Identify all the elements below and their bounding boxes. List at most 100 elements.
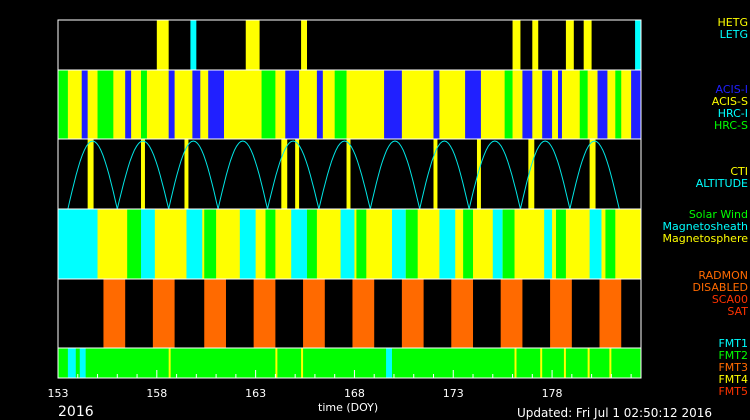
format-segment [275, 348, 278, 378]
legend-acis-s: ACIS-S [711, 95, 748, 108]
instrument-segment [58, 70, 68, 139]
radmon-segment [401, 279, 424, 348]
legend-area: HETG LETG ACIS-I ACIS-S HRC-I HRC-S CTI ALTITUD… [645, 0, 750, 398]
cti-segment [589, 139, 596, 209]
format-segment [67, 348, 76, 378]
radmon-segment [500, 279, 523, 348]
instrument-segment [285, 70, 300, 139]
grating-segment [583, 20, 592, 70]
region-segment [307, 209, 317, 279]
x-tick-label: 173 [442, 387, 464, 400]
instrument-segment [81, 70, 88, 139]
x-tick-label: 153 [47, 387, 69, 400]
radmon-segment [204, 279, 226, 348]
instrument-segment [631, 70, 641, 139]
cti-segment [281, 139, 288, 209]
radmon-segment [599, 279, 622, 348]
legend-disabled: DISABLED [692, 281, 748, 294]
legend-sat: SAT [727, 305, 748, 318]
legend-magnetosphere: Magnetosphere [662, 232, 749, 245]
instrument-segment [542, 70, 553, 139]
region-segment [589, 209, 602, 279]
radmon-segment [451, 279, 474, 348]
instrument-segment [316, 70, 323, 139]
x-axis-label: time (DOY) [318, 401, 379, 414]
region-segment [127, 209, 142, 279]
radmon-segment [253, 279, 276, 348]
region-segment [502, 209, 515, 279]
cti-segment [141, 139, 145, 209]
grating-segment [190, 20, 197, 70]
grating-segment [635, 20, 641, 70]
format-segment [587, 348, 590, 378]
legend-radmon: RADMON [698, 269, 748, 282]
cti-segment [528, 139, 535, 209]
plot-frame [57, 19, 642, 379]
legend-cti: CTI [730, 165, 748, 178]
instrument-segment [597, 70, 608, 139]
region-segment [544, 209, 553, 279]
format-base [58, 348, 641, 378]
x-tick-label: 163 [245, 387, 267, 400]
radmon-segment [352, 279, 375, 348]
cti-segment [184, 139, 189, 209]
region-segment [291, 209, 308, 279]
region-segment [463, 209, 474, 279]
instrument-segment [97, 70, 114, 139]
instrument-segment [504, 70, 513, 139]
instrument-segment [579, 70, 588, 139]
cti-segment [87, 139, 94, 209]
region-segment [239, 209, 256, 279]
format-segment [514, 348, 517, 378]
instrument-segment [334, 70, 347, 139]
instrument-segment [433, 70, 440, 139]
instrument-segment [261, 70, 276, 139]
legend-fmt2: FMT2 [718, 349, 748, 362]
grating-segment [245, 20, 260, 70]
region-segment [356, 209, 367, 279]
region-segment [340, 209, 355, 279]
region-segment [204, 209, 217, 279]
updated-timestamp: Updated: Fri Jul 1 02:50:12 2016 [517, 406, 713, 420]
x-tick-label: 158 [146, 387, 168, 400]
grating-segment [565, 20, 574, 70]
legend-hetg: HETG [717, 16, 748, 29]
instrument-segment [192, 70, 201, 139]
legend-sca00: SCA00 [711, 293, 748, 306]
region-segment [605, 209, 616, 279]
grating-segment [301, 20, 308, 70]
region-segment [58, 209, 98, 279]
legend-fmt3: FMT3 [718, 361, 748, 374]
region-segment [492, 209, 503, 279]
region-segment [439, 209, 456, 279]
cti-segment [433, 139, 438, 209]
legend-hrc-i: HRC-I [717, 107, 748, 120]
legend-fmt5: FMT5 [718, 385, 748, 398]
format-segment [563, 348, 566, 378]
format-segment [79, 348, 86, 378]
legend-acis-i: ACIS-I [715, 83, 748, 96]
instrument-segment [557, 70, 562, 139]
region-segment [186, 209, 203, 279]
instrument-segment [465, 70, 481, 139]
cti-segment [295, 139, 300, 209]
grating-segment [512, 20, 521, 70]
radmon-segment [303, 279, 325, 348]
region-segment [141, 209, 155, 279]
cti-segment [476, 139, 481, 209]
format-segment [168, 348, 171, 378]
format-segment [386, 348, 392, 378]
region-segment [405, 209, 418, 279]
legend-hrc-s: HRC-S [714, 119, 748, 132]
format-segment [609, 348, 612, 378]
instrument-segment [168, 70, 175, 139]
instrument-segment [141, 70, 147, 139]
cti-segment [346, 139, 351, 209]
grating-segment [532, 20, 539, 70]
format-segment [301, 348, 304, 378]
region-segment [391, 209, 406, 279]
radmon-segment [152, 279, 175, 348]
instrument-segment [384, 70, 402, 139]
legend-altitude: ALTITUDE [695, 177, 748, 190]
x-tick-label: 168 [343, 387, 365, 400]
